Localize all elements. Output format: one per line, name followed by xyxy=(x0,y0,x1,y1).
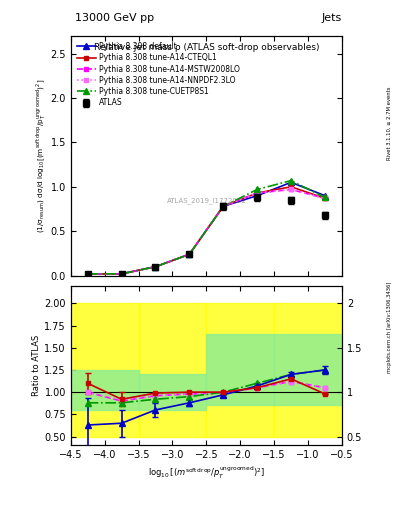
Line: Pythia 8.308 tune-A14-MSTW2008LO: Pythia 8.308 tune-A14-MSTW2008LO xyxy=(86,187,327,276)
Line: Pythia 8.308 tune-A14-CTEQL1: Pythia 8.308 tune-A14-CTEQL1 xyxy=(86,185,327,276)
Pythia 8.308 tune-A14-NNPDF2.3LO xyxy=(289,186,294,193)
Pythia 8.308 tune-A14-NNPDF2.3LO xyxy=(153,264,158,270)
Pythia 8.308 default xyxy=(119,271,124,277)
X-axis label: $\log_{10}[(m^{\mathregular{soft\,drop}}/p_T^{\mathregular{ungroomed}})^2]$: $\log_{10}[(m^{\mathregular{soft\,drop}}… xyxy=(148,464,265,481)
Y-axis label: Ratio to ATLAS: Ratio to ATLAS xyxy=(33,335,42,396)
Pythia 8.308 tune-A14-CTEQL1 xyxy=(289,184,294,190)
Pythia 8.308 tune-CUETP8S1 xyxy=(289,178,294,184)
Pythia 8.308 tune-CUETP8S1 xyxy=(153,264,158,270)
Pythia 8.308 default xyxy=(255,193,259,199)
Y-axis label: (1/σ$_{\rm resum}$) dσ/d log$_{10}$[(m$^{\rm soft\,drop}$/p$_T^{\rm ungroomed}$): (1/σ$_{\rm resum}$) dσ/d log$_{10}$[(m$^… xyxy=(34,79,48,233)
Text: Relative jet mass ρ (ATLAS soft-drop observables): Relative jet mass ρ (ATLAS soft-drop obs… xyxy=(94,43,319,52)
Pythia 8.308 tune-CUETP8S1 xyxy=(85,271,90,277)
Pythia 8.308 default xyxy=(289,179,294,185)
Text: Jets: Jets xyxy=(321,13,342,23)
Pythia 8.308 tune-A14-CTEQL1 xyxy=(153,264,158,270)
Pythia 8.308 default xyxy=(221,203,226,209)
Pythia 8.308 tune-A14-MSTW2008LO xyxy=(255,190,259,196)
Line: Pythia 8.308 default: Pythia 8.308 default xyxy=(85,180,328,276)
Pythia 8.308 tune-CUETP8S1 xyxy=(119,271,124,277)
Pythia 8.308 tune-A14-CTEQL1 xyxy=(187,251,192,258)
Pythia 8.308 tune-A14-CTEQL1 xyxy=(85,271,90,277)
Pythia 8.308 default xyxy=(85,271,90,277)
Pythia 8.308 tune-A14-NNPDF2.3LO xyxy=(187,251,192,258)
Pythia 8.308 tune-A14-CTEQL1 xyxy=(221,203,226,209)
Pythia 8.308 tune-A14-NNPDF2.3LO xyxy=(221,203,226,209)
Pythia 8.308 tune-CUETP8S1 xyxy=(323,195,327,201)
Pythia 8.308 tune-A14-CTEQL1 xyxy=(119,271,124,277)
Text: 13000 GeV pp: 13000 GeV pp xyxy=(75,13,154,23)
Pythia 8.308 tune-A14-MSTW2008LO xyxy=(187,251,192,258)
Pythia 8.308 tune-A14-MSTW2008LO xyxy=(289,186,294,193)
Legend: Pythia 8.308 default, Pythia 8.308 tune-A14-CTEQL1, Pythia 8.308 tune-A14-MSTW20: Pythia 8.308 default, Pythia 8.308 tune-… xyxy=(75,39,242,110)
Pythia 8.308 tune-CUETP8S1 xyxy=(221,203,226,209)
Pythia 8.308 default xyxy=(323,193,327,199)
Text: ATLAS_2019_I1772062: ATLAS_2019_I1772062 xyxy=(167,197,246,204)
Pythia 8.308 tune-A14-MSTW2008LO xyxy=(119,271,124,277)
Pythia 8.308 tune-CUETP8S1 xyxy=(187,251,192,258)
Line: Pythia 8.308 tune-CUETP8S1: Pythia 8.308 tune-CUETP8S1 xyxy=(85,178,328,276)
Pythia 8.308 tune-A14-MSTW2008LO xyxy=(153,264,158,270)
Text: mcplots.cern.ch [arXiv:1306.3436]: mcplots.cern.ch [arXiv:1306.3436] xyxy=(387,282,392,373)
Pythia 8.308 tune-A14-MSTW2008LO xyxy=(221,203,226,209)
Pythia 8.308 tune-CUETP8S1 xyxy=(255,186,259,193)
Pythia 8.308 default xyxy=(153,264,158,270)
Line: Pythia 8.308 tune-A14-NNPDF2.3LO: Pythia 8.308 tune-A14-NNPDF2.3LO xyxy=(86,187,327,276)
Pythia 8.308 default xyxy=(187,251,192,258)
Pythia 8.308 tune-A14-MSTW2008LO xyxy=(85,271,90,277)
Pythia 8.308 tune-A14-CTEQL1 xyxy=(255,190,259,196)
Pythia 8.308 tune-A14-NNPDF2.3LO xyxy=(255,190,259,196)
Pythia 8.308 tune-A14-NNPDF2.3LO xyxy=(119,271,124,277)
Text: Rivet 3.1.10, ≥ 2.7M events: Rivet 3.1.10, ≥ 2.7M events xyxy=(387,86,392,160)
Pythia 8.308 tune-A14-NNPDF2.3LO xyxy=(85,271,90,277)
Pythia 8.308 tune-A14-MSTW2008LO xyxy=(323,195,327,201)
Pythia 8.308 tune-A14-CTEQL1 xyxy=(323,195,327,201)
Pythia 8.308 tune-A14-NNPDF2.3LO xyxy=(323,195,327,201)
